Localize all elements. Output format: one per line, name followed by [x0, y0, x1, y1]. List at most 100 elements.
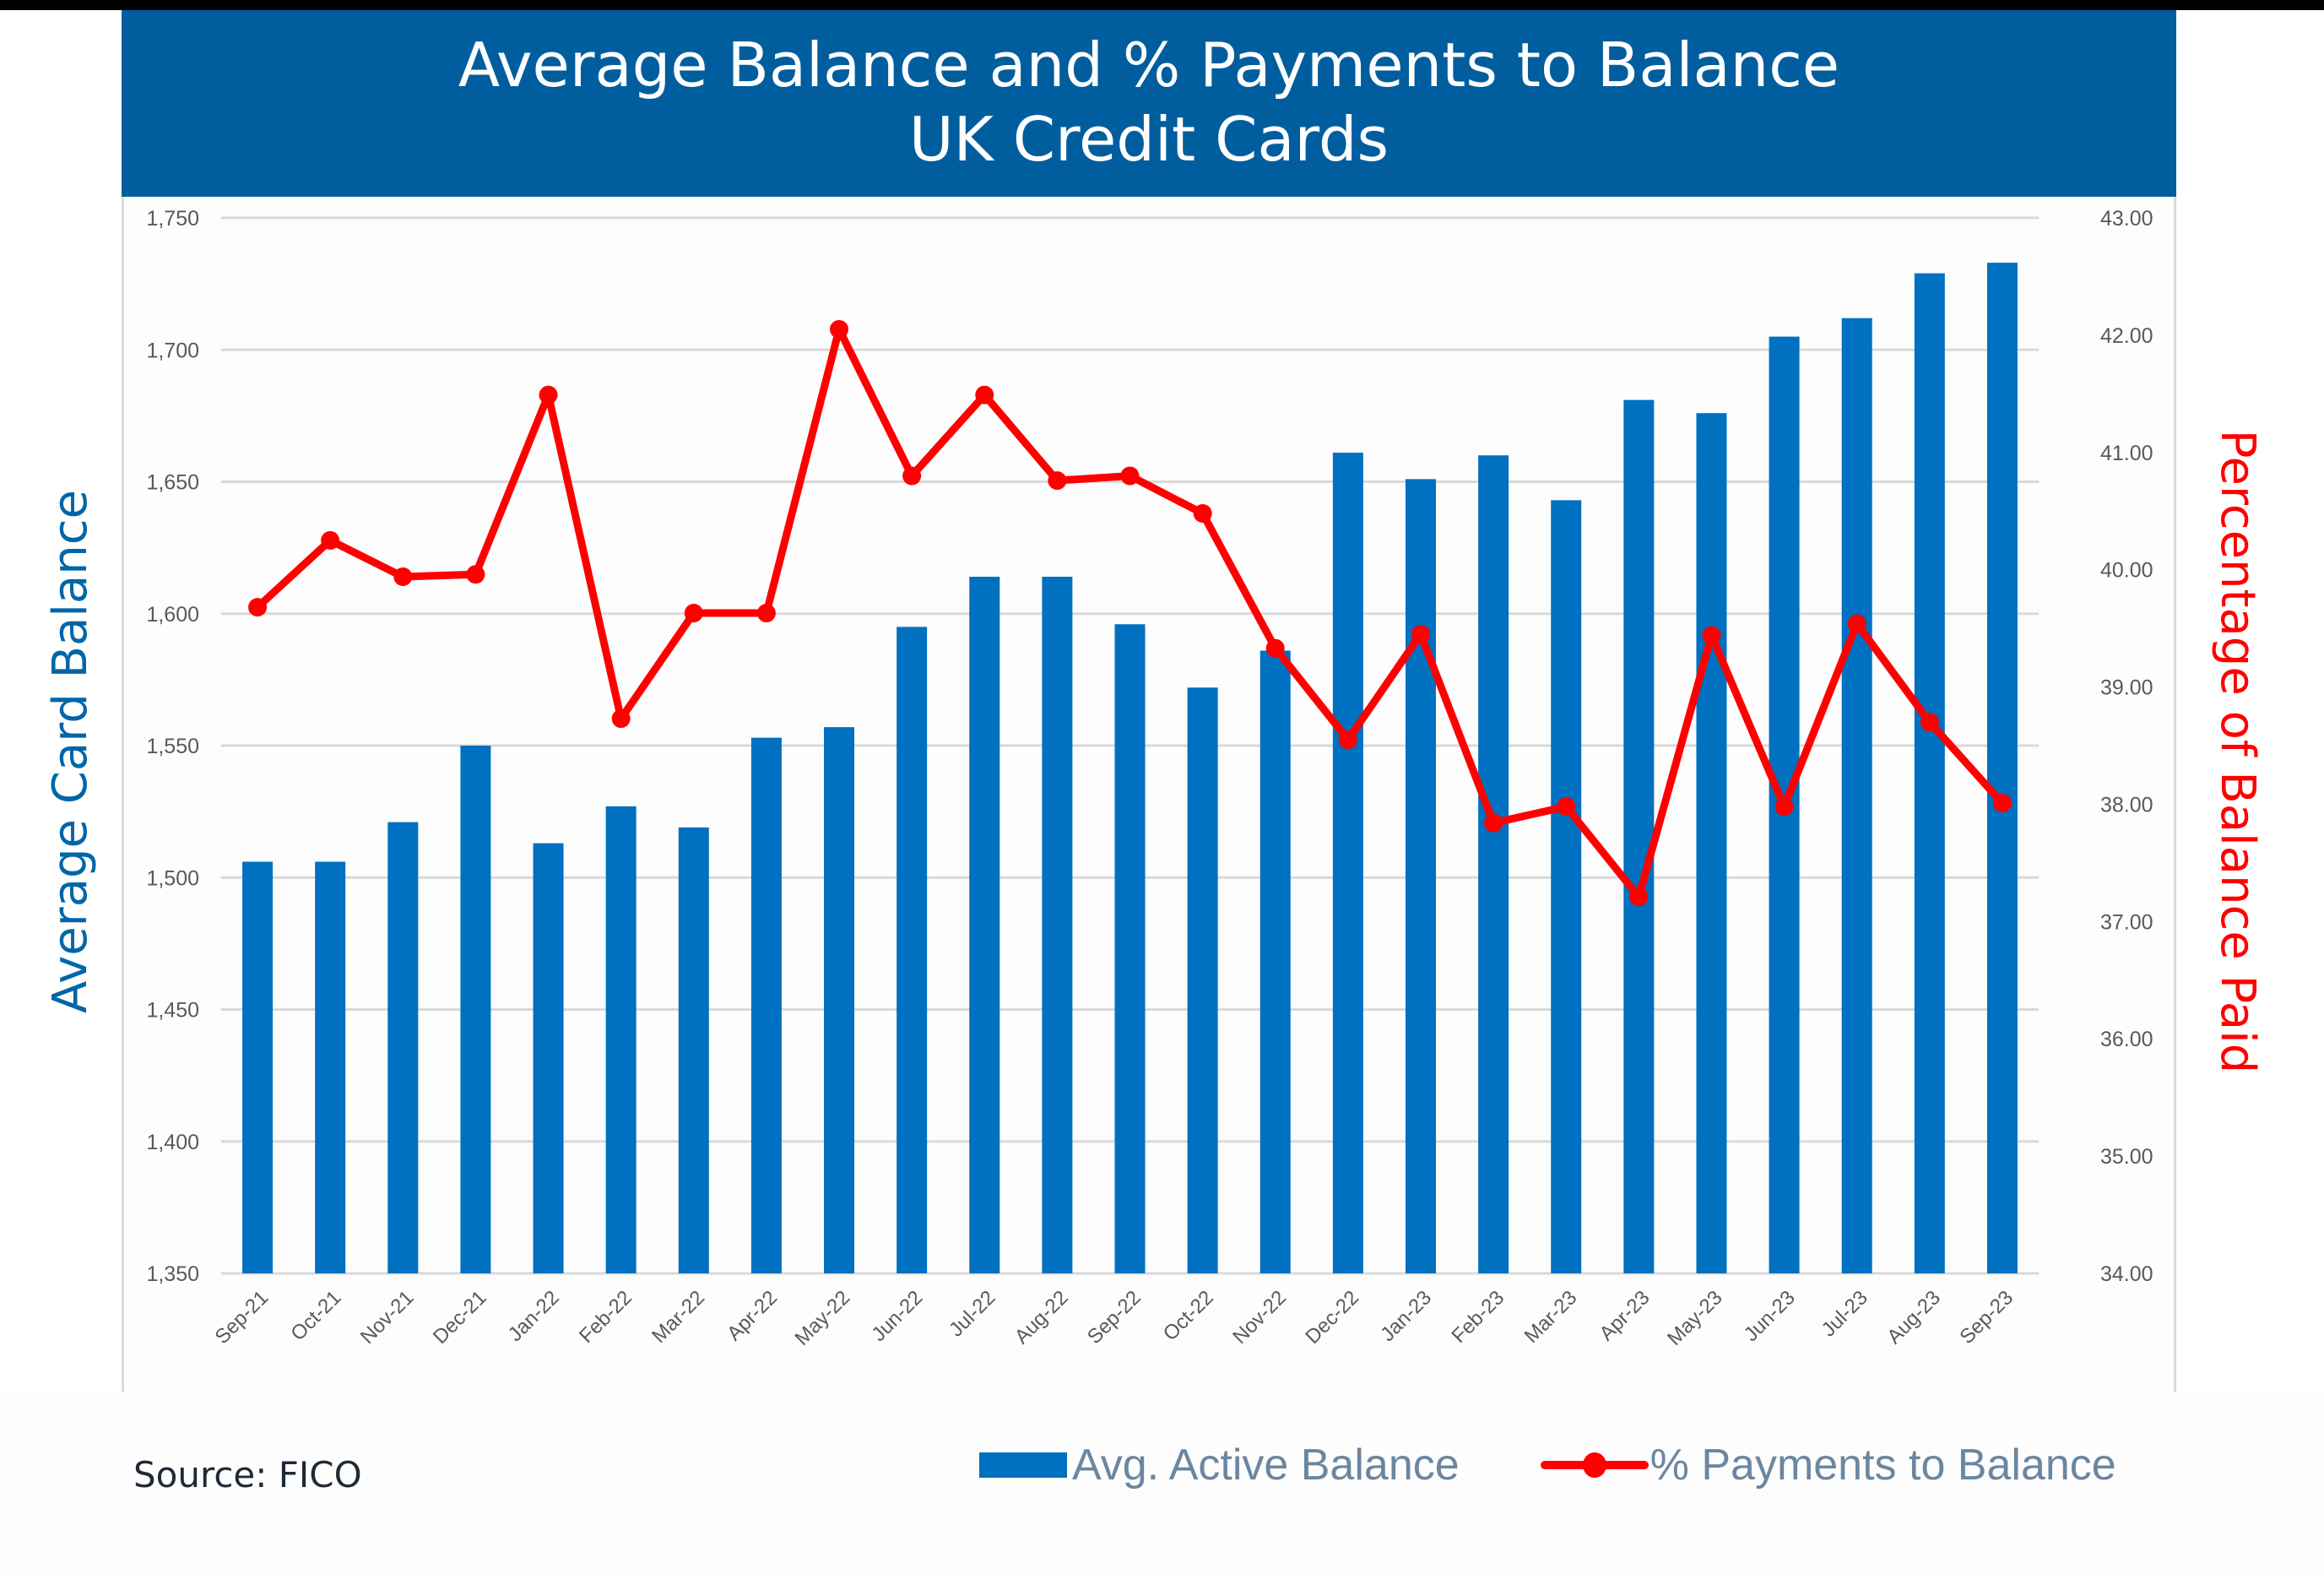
left-tick-label: 1,700	[146, 339, 199, 362]
line-marker	[1992, 794, 2012, 813]
right-tick-label: 40.00	[2100, 559, 2153, 583]
left-tick-label: 1,500	[146, 866, 199, 890]
line-marker	[1120, 466, 1140, 486]
bar	[1623, 399, 1655, 1273]
line-marker	[1702, 626, 1721, 645]
x-tick-label: Aug-22	[1010, 1286, 1073, 1349]
left-tick-label: 1,750	[146, 207, 199, 231]
bar	[1914, 273, 1945, 1273]
bar	[242, 861, 274, 1273]
x-tick-label: Feb-23	[1447, 1286, 1509, 1348]
left-tick-label: 1,400	[146, 1131, 199, 1154]
x-tick-label: Jun-23	[1740, 1286, 1800, 1346]
line-marker	[830, 319, 849, 339]
bar	[750, 737, 782, 1273]
chart-title: Average Balance and % Payments to Balanc…	[458, 30, 1840, 100]
right-tick-label: 38.00	[2100, 793, 2153, 817]
line-marker	[1411, 625, 1430, 644]
x-tick-label: Sep-23	[1955, 1286, 2018, 1349]
bar	[1114, 624, 1146, 1273]
right-tick-label: 36.00	[2100, 1028, 2153, 1051]
bar	[533, 843, 564, 1273]
x-tick-label: Jan-22	[504, 1286, 564, 1346]
x-tick-label: Jun-22	[867, 1286, 927, 1346]
line-marker	[902, 466, 922, 486]
bar	[969, 577, 1000, 1273]
left-tick-label: 1,600	[146, 603, 199, 627]
x-tick-label: Oct-22	[1159, 1286, 1218, 1345]
line-series-payments-to-balance	[248, 319, 2012, 907]
bar	[1696, 413, 1727, 1273]
right-axis-ticks: 43.00 42.00 41.00 40.00 39.00 38.00 37.00 36.00…	[2100, 207, 2153, 1286]
bar	[1187, 687, 1218, 1273]
bar	[1841, 318, 1872, 1273]
bar	[824, 727, 855, 1273]
bar	[387, 822, 419, 1273]
line-marker	[1920, 713, 1939, 732]
bar	[1478, 455, 1509, 1273]
line-marker	[611, 709, 631, 729]
x-tick-label: Sep-21	[210, 1286, 273, 1349]
line-marker	[466, 565, 485, 584]
footer-area	[0, 1392, 2324, 1574]
line-marker	[1265, 638, 1285, 658]
line-marker	[1048, 471, 1067, 491]
line-marker	[1847, 614, 1866, 633]
line-marker	[684, 604, 703, 623]
bar	[678, 827, 709, 1273]
line-marker	[1557, 797, 1576, 817]
bar-series-avg-active-balance	[242, 263, 2018, 1273]
bar	[1405, 479, 1436, 1273]
left-axis-title: Average Card Balance	[43, 490, 98, 1013]
line-marker	[321, 530, 340, 550]
line-marker	[975, 385, 994, 404]
left-tick-label: 1,350	[146, 1262, 199, 1286]
right-axis-title: Percentage of Balance Paid	[2210, 430, 2265, 1073]
source-note: Source: FICO	[133, 1454, 362, 1495]
x-tick-label: Mar-23	[1520, 1286, 1582, 1348]
chart-subtitle: UK Credit Cards	[908, 104, 1390, 175]
line-marker	[393, 567, 413, 586]
bar	[1332, 453, 1363, 1273]
bar	[315, 861, 346, 1273]
x-tick-label: May-23	[1663, 1286, 1727, 1350]
bar	[1551, 500, 1582, 1273]
line-marker	[1629, 887, 1649, 907]
bar-legend-swatch-icon	[979, 1452, 1067, 1478]
right-tick-label: 35.00	[2100, 1145, 2153, 1169]
line-marker	[248, 598, 268, 617]
x-tick-label: Nov-21	[356, 1286, 419, 1349]
line-marker-legend-icon	[1540, 1452, 1649, 1478]
right-tick-label: 42.00	[2100, 324, 2153, 348]
x-axis-labels: Sep-21 Oct-21 Nov-21 Dec-21 Jan-22 Feb-22 Mar-…	[210, 1286, 2018, 1350]
title-banner: Average Balance and % Payments to Balanc…	[122, 10, 2176, 197]
line-marker	[1193, 504, 1212, 523]
x-tick-label: Feb-22	[575, 1286, 637, 1348]
bar	[1986, 263, 2018, 1273]
right-tick-label: 34.00	[2100, 1262, 2153, 1286]
bar	[605, 806, 637, 1273]
x-tick-label: Apr-23	[1595, 1286, 1655, 1345]
x-tick-label: Dec-22	[1301, 1286, 1363, 1349]
line-marker	[539, 385, 558, 404]
x-tick-label: Jul-23	[1817, 1286, 1872, 1341]
x-tick-label: Mar-22	[647, 1286, 709, 1348]
left-tick-label: 1,550	[146, 735, 199, 758]
left-axis-ticks: 1,750 1,700 1,650 1,600 1,550 1,500 1,450 1,400…	[146, 207, 199, 1286]
x-tick-label: Apr-22	[723, 1286, 782, 1345]
x-tick-label: Jan-23	[1376, 1286, 1436, 1346]
right-tick-label: 41.00	[2100, 442, 2153, 465]
x-tick-label: Dec-21	[429, 1286, 491, 1349]
legend: Avg. Active Balance % Payments to Balanc…	[979, 1436, 2116, 1495]
bar	[460, 746, 491, 1273]
right-tick-label: 43.00	[2100, 207, 2153, 231]
x-tick-label: Nov-22	[1228, 1286, 1291, 1349]
line-marker	[1484, 813, 1503, 833]
x-tick-label: Aug-23	[1882, 1286, 1945, 1349]
legend-line-label: % Payments to Balance	[1650, 1441, 2116, 1490]
line-marker	[1338, 730, 1357, 750]
x-tick-label: Sep-22	[1083, 1286, 1146, 1349]
bar	[1260, 650, 1291, 1273]
bar	[1042, 577, 1073, 1273]
